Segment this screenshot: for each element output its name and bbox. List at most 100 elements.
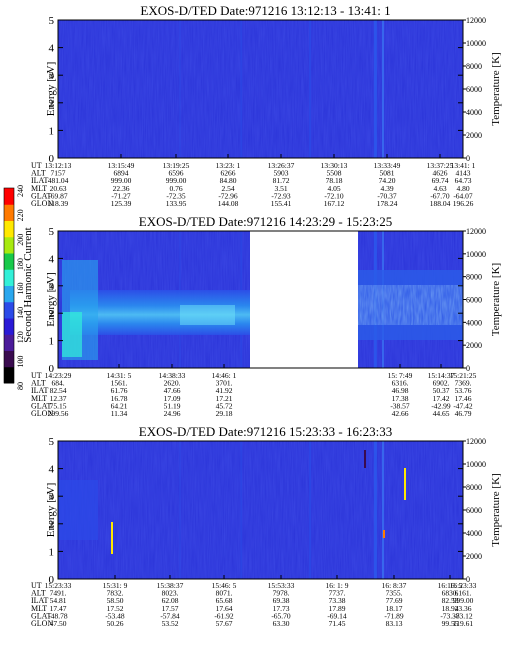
table-cell-ilat: 999.00 [166, 176, 187, 185]
y2-tick-label: 8000 [466, 62, 482, 71]
y-axis-label: Energy [eV] [45, 272, 57, 326]
table-cell-ut: 14:23:29 [45, 371, 72, 380]
row-label-alt: ALT [31, 169, 46, 178]
table-cell-glon: 50.26 [107, 619, 124, 628]
y-tick-label: 4 [49, 43, 55, 55]
table-cell-ut: 16: 8:37 [382, 581, 407, 590]
table-cell-glon: 133.95 [166, 199, 187, 208]
table-cell-glon: 119.61 [453, 619, 474, 628]
table-cell-glon: 42.66 [392, 409, 409, 418]
colorbar-label: Second Harmonic Current [22, 227, 34, 342]
table-cell-ut: 13:23: 1 [216, 161, 241, 170]
spectrogram-streak [240, 441, 243, 579]
y2-tick-label: 6000 [466, 85, 482, 94]
table-cell-ilat: 69.74 [432, 176, 449, 185]
y2-tick-label: 12000 [466, 227, 486, 236]
y2-tick-label: 2000 [466, 131, 482, 140]
table-cell-glat: -67.70 [430, 191, 450, 200]
table-cell-ilat: 41.92 [216, 386, 233, 395]
table-cell-alt: 6316. [392, 379, 409, 388]
table-cell-ut: 13:19:25 [163, 161, 190, 170]
colorbar [3, 187, 15, 384]
colorbar-tick-label: 220 [16, 209, 25, 221]
table-cell-glon: 188.04 [430, 199, 451, 208]
table-cell-glon: 299.56 [48, 409, 69, 418]
panel-3 [57, 440, 466, 580]
table-cell-ilat: 58.50 [107, 596, 124, 605]
table-cell-mlt: 17.09 [164, 394, 181, 403]
y-tick-label: 3 [49, 281, 55, 293]
table-cell-glon: 155.41 [271, 199, 292, 208]
table-cell-glat: -71.27 [111, 191, 131, 200]
y2-tick-label: 8000 [466, 273, 482, 282]
data-gap [250, 231, 358, 368]
table-cell-glon: 29.18 [216, 409, 233, 418]
table-cell-ut: 13:37:25 [427, 161, 454, 170]
table-cell-ut: 13:26:37 [268, 161, 295, 170]
row-label-glat: GLAT [31, 611, 52, 620]
y-tick-label: 0 [49, 574, 55, 586]
table-cell-alt: 6830. [442, 589, 459, 598]
ion-band [70, 290, 265, 335]
table-cell-mlt: 17.57 [162, 604, 179, 613]
row-label-glon: GLON [31, 199, 53, 208]
y-tick-label: 2 [49, 308, 55, 320]
table-cell-alt: 8023. [162, 589, 179, 598]
y2-tick-label: 10000 [466, 39, 486, 48]
table-cell-glon: 57.67 [216, 619, 233, 628]
table-cell-glat: 64.21 [111, 401, 128, 410]
table-cell-alt: 6596 [169, 169, 184, 178]
marker-yellow [111, 522, 113, 554]
table-cell-mlt: 4.63 [433, 184, 446, 193]
table-cell-glon: 178.24 [377, 199, 398, 208]
table-cell-glat: -69.14 [327, 611, 347, 620]
table-cell-mlt: 17.89 [329, 604, 346, 613]
table-cell-alt: 6894 [114, 169, 129, 178]
panel-title: EXOS-D/TED Date:971216 14:23:29 - 15:23:… [139, 214, 392, 229]
table-cell-ilat: 82.53 [442, 596, 459, 605]
table-cell-glon: 118.39 [48, 199, 69, 208]
table-cell-glon: 144.08 [218, 199, 239, 208]
panel-title: EXOS-D/TED Date:971216 13:12:13 - 13:41:… [140, 3, 390, 18]
table-cell-glat: 75.15 [50, 401, 67, 410]
table-cell-ut: 15:21:25 [450, 371, 477, 380]
table-cell-alt: 8071. [216, 589, 233, 598]
table-cell-ilat: 53.76 [455, 386, 472, 395]
table-cell-glat: -53.48 [105, 611, 125, 620]
y-tick-label: 5 [49, 436, 55, 448]
y2-axis-label: Temperature [K] [490, 473, 502, 546]
table-cell-glon: 47.50 [50, 619, 67, 628]
table-cell-ilat: 74.20 [379, 176, 396, 185]
row-label-ilat: ILAT [31, 386, 48, 395]
table-cell-ut: 14:38:33 [159, 371, 186, 380]
table-cell-ut: 15: 7:49 [388, 371, 413, 380]
table-cell-mlt: 17.52 [107, 604, 124, 613]
table-cell-ut: 15:38:37 [157, 581, 184, 590]
table-cell-alt: 4143 [456, 169, 471, 178]
table-cell-ut: 16:23:33 [450, 581, 477, 590]
y2-tick-label: 10000 [466, 250, 486, 259]
y2-tick-label: 4000 [466, 108, 482, 117]
table-cell-mlt: 20.63 [50, 184, 67, 193]
ion-band-left [58, 480, 98, 540]
row-label-mlt: MLT [31, 394, 47, 403]
y-tick-label: 2 [49, 98, 55, 110]
table-cell-ilat: 54.81 [50, 596, 67, 605]
y-axis-label: Energy [eV] [45, 483, 57, 537]
y2-tick-label: 6000 [466, 506, 482, 515]
row-label-ilat: ILAT [31, 596, 48, 605]
table-cell-glon: 63.30 [273, 619, 290, 628]
panel-1 [57, 19, 466, 159]
spectrogram-streak [179, 441, 181, 579]
table-cell-glon: 46.79 [455, 409, 472, 418]
table-cell-glat: -42.99 [431, 401, 451, 410]
row-label-ut: UT [31, 161, 42, 170]
table-cell-ilat: 62.08 [162, 596, 179, 605]
colorbar-tick-label: 180 [16, 258, 25, 270]
y-tick-label: 2 [49, 519, 55, 531]
colorbar-segment [4, 204, 14, 221]
table-cell-mlt: 23.36 [455, 604, 472, 613]
table-cell-mlt: 4.05 [327, 184, 340, 193]
y2-tick-label: 6000 [466, 296, 482, 305]
